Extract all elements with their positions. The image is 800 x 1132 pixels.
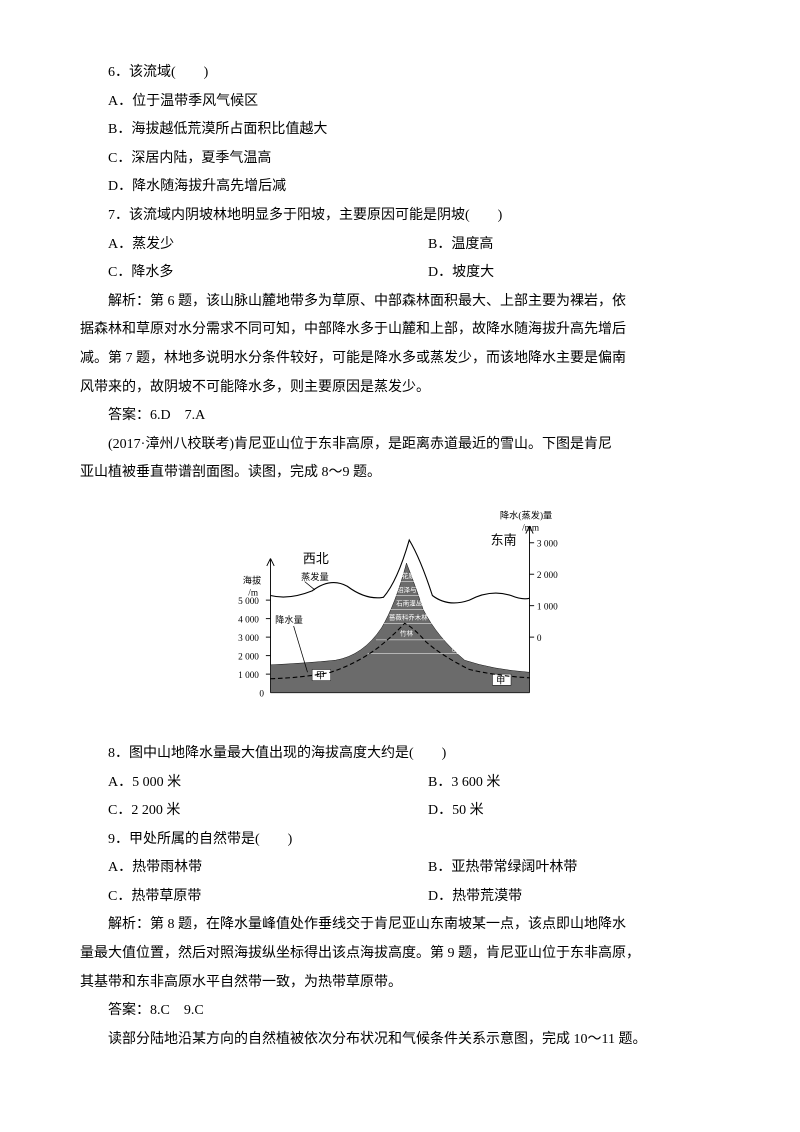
zone5-label: 竹林: [400, 628, 413, 637]
exp89-l3: 其基带和东非高原水平自然带一致，为热带草原带。: [80, 970, 720, 997]
q8-optb: B．3 600 米: [400, 770, 720, 797]
yr-1000: 1 000: [537, 602, 558, 612]
yl-0: 0: [259, 689, 264, 699]
q7-row-cd: C．降水多 D．坡度大: [80, 260, 720, 287]
final-line: 读部分陆地沿某方向的自然植被依次分布状况和气候条件关系示意图，完成 10～11 …: [80, 1027, 720, 1054]
intro89-l2: 亚山植被垂直带谱剖面图。读图，完成 8～9 题。: [80, 460, 720, 487]
q6-stem: 6．该流域( ): [80, 60, 720, 87]
exp89-l2: 量最大值位置，然后对照海拔纵坐标得出该点海拔高度。第 9 题，肯尼亚山位于东非高…: [80, 941, 720, 968]
q7-row-ab: A．蒸发少 B．温度高: [80, 232, 720, 259]
q7-optb: B．温度高: [400, 232, 720, 259]
y-left-label1: 海拔: [243, 574, 262, 586]
y-right-label1: 降水(蒸发)量: [500, 510, 552, 522]
yl-1000: 1 000: [238, 671, 259, 681]
zone3-label: 石南灌丛: [396, 599, 422, 608]
q9-row-cd: C．热带草原带 D．热带荒漠带: [80, 884, 720, 911]
jia-right: 甲: [496, 675, 505, 686]
intro89-l1: (2017·漳州八校联考)肯尼亚山位于东非高原，是距离赤道最近的雪山。下图是肯尼: [80, 432, 720, 459]
q7-stem: 7．该流域内阴坡林地明显多于阳坡，主要原因可能是阴坡( ): [80, 203, 720, 230]
yl-3000: 3 000: [238, 634, 259, 644]
exp67-l4: 风带来的，故阴坡不可能降水多，则主要原因是蒸发少。: [80, 375, 720, 402]
mt-kenya-chart: 西北 东南 降水(蒸发)量 /mm 海拔 /m 5 000 4 000 3 00…: [215, 499, 585, 729]
chart-svg: 西北 东南 降水(蒸发)量 /mm 海拔 /m 5 000 4 000 3 00…: [215, 499, 585, 729]
exp89-l1: 解析：第 8 题，在降水量峰值处作垂线交于肯尼亚山东南坡某一点，该点即山地降水: [80, 912, 720, 939]
evap-label: 蒸发量: [301, 571, 329, 583]
q6-optb: B．海拔越低荒漠所占面积比值越大: [80, 117, 720, 144]
jia-left: 甲: [316, 671, 325, 682]
q6-optd: D．降水随海拔升高先增后减: [80, 174, 720, 201]
q7-optc: C．降水多: [80, 260, 400, 287]
q8-opta: A．5 000 米: [80, 770, 400, 797]
yl-2000: 2 000: [238, 652, 259, 662]
q8-optd: D．50 米: [400, 798, 720, 825]
q8-row-ab: A．5 000 米 B．3 600 米: [80, 770, 720, 797]
q9-optd: D．热带荒漠带: [400, 884, 720, 911]
q9-optb: B．亚热带常绿阔叶林带: [400, 855, 720, 882]
precip-label: 降水量: [275, 614, 303, 626]
yl-5000: 5 000: [238, 597, 259, 607]
q7-optd: D．坡度大: [400, 260, 720, 287]
zone4-label: 蔷薇科乔木林: [389, 612, 428, 621]
exp67-l2: 据森林和草原对水分需求不同可知，中部降水多于山麓和上部，故降水随海拔升高先增后: [80, 317, 720, 344]
dir-nw: 西北: [303, 551, 329, 566]
q8-optc: C．2 200 米: [80, 798, 400, 825]
yr-2000: 2 000: [537, 571, 558, 581]
q9-stem: 9．甲处所属的自然带是( ): [80, 827, 720, 854]
exp67-l1: 解析：第 6 题，该山脉山麓地带多为草原、中部森林面积最大、上部主要为裸岩，依: [80, 289, 720, 316]
ans89: 答案：8.C 9.C: [80, 998, 720, 1025]
q9-optc: C．热带草原带: [80, 884, 400, 911]
ans67: 答案：6.D 7.A: [80, 403, 720, 430]
q8-stem: 8．图中山地降水量最大值出现的海拔高度大约是( ): [80, 741, 720, 768]
zone6-label: 山地雨林: [452, 644, 478, 653]
yr-3000: 3 000: [537, 539, 558, 549]
yl-4000: 4 000: [238, 615, 259, 625]
q7-opta: A．蒸发少: [80, 232, 400, 259]
exp67-l3: 减。第 7 题，林地多说明水分条件较好，可能是降水多或蒸发少，而该地降水主要是偏…: [80, 346, 720, 373]
q8-row-cd: C．2 200 米 D．50 米: [80, 798, 720, 825]
q6-optc: C．深居内陆，夏季气温高: [80, 146, 720, 173]
q9-opta: A．热带雨林带: [80, 855, 400, 882]
yr-0: 0: [537, 634, 542, 644]
q9-row-ab: A．热带雨林带 B．亚热带常绿阔叶林带: [80, 855, 720, 882]
q6-opta: A．位于温带季风气候区: [80, 89, 720, 116]
dir-se: 东南: [491, 533, 517, 548]
